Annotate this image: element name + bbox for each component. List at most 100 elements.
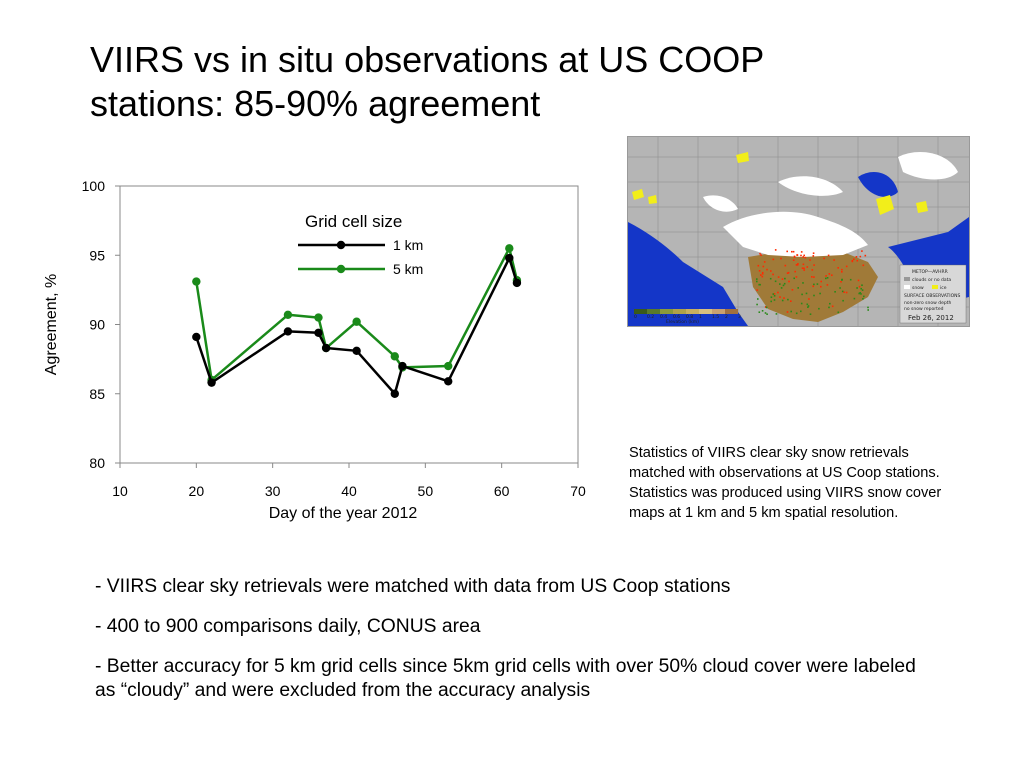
observation-dot	[807, 306, 809, 308]
map-surface-observation-dots	[756, 249, 869, 315]
y-tick-label: 100	[82, 178, 106, 194]
observation-dot	[795, 276, 798, 278]
observation-dot	[766, 268, 768, 271]
observation-dot	[787, 271, 790, 274]
observation-dot	[849, 278, 852, 281]
observation-dot	[820, 285, 822, 288]
map-elevation-label: Elevation (km)	[666, 319, 699, 325]
observation-dot	[772, 258, 775, 261]
observation-dot	[812, 252, 815, 254]
observation-dot	[797, 263, 799, 265]
observation-dot	[811, 269, 814, 271]
observation-dot	[826, 277, 829, 279]
observation-dot	[813, 294, 815, 297]
observation-dot	[762, 265, 765, 268]
observation-dot	[823, 257, 825, 260]
observation-dot	[828, 306, 830, 309]
observation-dot	[857, 279, 860, 282]
data-point-1km	[444, 377, 453, 386]
x-tick-label: 70	[570, 483, 586, 499]
observation-dot	[774, 249, 777, 251]
observation-dot	[765, 306, 768, 309]
elevation-swatch	[686, 309, 699, 314]
map-elevation-bar: Elevation (km) 0 0.2 0.4 0.6 0.8 1 1.5 2 3	[634, 309, 741, 325]
observation-dot	[802, 256, 804, 258]
x-tick-label: 20	[189, 483, 205, 499]
map-legend-nosnow: no snow reported	[904, 306, 944, 312]
observation-dot	[772, 273, 774, 276]
bullet-item-1: - VIIRS clear sky retrievals were matche…	[95, 576, 731, 597]
observation-dot	[793, 277, 795, 280]
legend-swatch-marker	[336, 240, 346, 250]
observation-dot	[792, 259, 795, 261]
map-legend-ice: ice	[940, 285, 947, 291]
observation-dot	[772, 293, 775, 295]
observation-dot	[781, 299, 784, 302]
elevation-swatch	[699, 309, 712, 314]
plot-area: 80 85 90 95 100 10 20 30 40 50 60 70	[82, 178, 586, 499]
observation-dot	[831, 274, 833, 276]
observation-dot	[763, 261, 766, 263]
observation-dot	[758, 283, 760, 286]
bullet-item-3: - Better accuracy for 5 km grid cells si…	[95, 656, 916, 701]
x-tick-label: 50	[418, 483, 434, 499]
y-tick-label: 95	[89, 247, 105, 263]
observation-dot	[757, 298, 759, 300]
observation-dot	[802, 263, 805, 266]
legend-swatch-marker	[336, 264, 346, 274]
observation-dot	[867, 306, 869, 309]
observation-dot	[811, 276, 813, 278]
observation-dot	[774, 280, 777, 283]
data-point-1km	[398, 361, 407, 371]
map-ocean-patch-north	[858, 172, 898, 197]
observation-dot	[807, 305, 810, 307]
observation-dot	[773, 299, 776, 301]
observation-dot	[813, 264, 815, 266]
observation-dot	[862, 264, 865, 267]
observation-dot	[783, 282, 786, 285]
map-date-label: Feb 26, 2012	[908, 314, 954, 322]
map-legend-title: METOP—AVHRR	[912, 269, 948, 275]
data-point-1km	[352, 346, 361, 356]
observation-dot	[843, 291, 845, 293]
observation-dot	[859, 255, 862, 258]
observation-dot	[801, 267, 804, 269]
observation-dot	[773, 293, 776, 295]
observation-dot	[790, 310, 792, 313]
observation-dot	[813, 283, 815, 286]
observation-dot	[820, 280, 822, 283]
observation-dot	[808, 298, 810, 300]
data-point-1km	[390, 389, 399, 398]
observation-dot	[787, 298, 789, 301]
observation-dot	[827, 254, 830, 257]
observation-dot	[761, 275, 764, 278]
observation-dot	[769, 277, 772, 280]
x-tick-label: 40	[341, 483, 357, 499]
observation-dot	[809, 259, 811, 261]
observation-dot	[856, 287, 858, 289]
observation-dot	[764, 312, 767, 314]
elevation-swatch	[712, 309, 725, 314]
observation-dot	[864, 254, 867, 257]
observation-dot	[825, 277, 827, 280]
observation-dot	[802, 282, 804, 284]
observation-dot	[795, 312, 798, 315]
observation-dot	[853, 297, 856, 300]
observation-dot	[761, 310, 764, 312]
observation-dot	[770, 300, 772, 303]
title-line-2: stations: 85-90% agreement	[90, 83, 541, 124]
observation-dot	[783, 297, 785, 299]
observation-dot	[781, 278, 784, 280]
data-point-1km	[505, 253, 514, 263]
observation-dot	[793, 255, 796, 258]
observation-dot	[856, 259, 859, 262]
observation-dot	[812, 255, 815, 257]
observation-dot	[841, 279, 843, 281]
observation-dot	[756, 289, 758, 291]
observation-dot	[790, 300, 792, 302]
data-point-1km	[321, 343, 331, 353]
map-snow-alaska	[703, 195, 738, 212]
observation-dot	[803, 254, 805, 257]
elevation-tick-label: 0.2	[647, 314, 654, 320]
legend-label: 1 km	[393, 237, 423, 253]
